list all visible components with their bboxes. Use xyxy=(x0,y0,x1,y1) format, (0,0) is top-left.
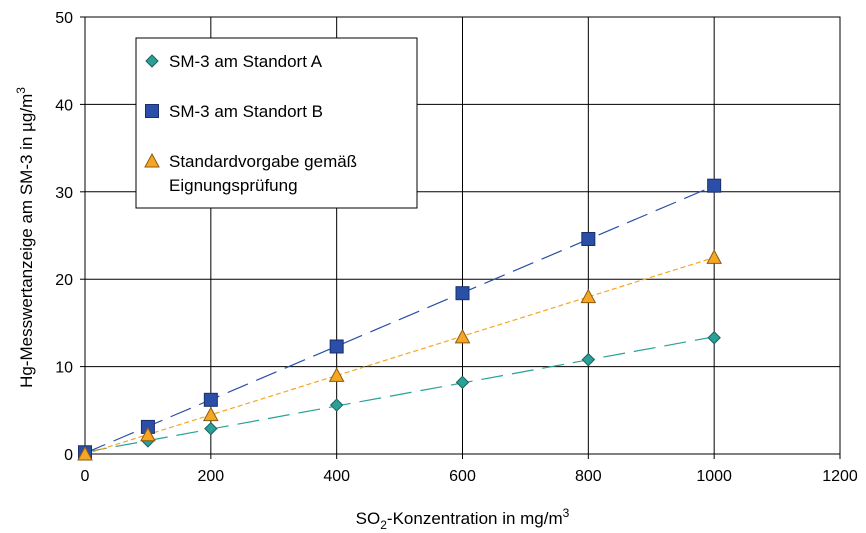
x-axis-title-sup: 3 xyxy=(563,506,570,520)
x-tick-label: 400 xyxy=(323,468,350,485)
legend-marker-1 xyxy=(145,54,159,68)
x-axis-title-main: SO xyxy=(356,509,381,528)
data-point-series-1 xyxy=(204,421,218,436)
legend-label-line: SM-3 am Standort B xyxy=(169,102,323,121)
y-tick-label: 40 xyxy=(55,97,73,114)
x-axis-title-rest: -Konzentration in mg/m xyxy=(387,509,563,528)
y-axis-title-main: Hg-Messwertanzeige am SM-3 in µg/m xyxy=(17,94,36,388)
data-point-series-2 xyxy=(707,178,722,193)
data-point-series-3 xyxy=(454,328,471,344)
x-tick-label: 600 xyxy=(449,468,476,485)
data-point-series-3 xyxy=(328,367,345,382)
y-tick-label: 30 xyxy=(55,185,73,202)
y-tick-label: 20 xyxy=(55,272,73,289)
data-point-series-2 xyxy=(455,286,470,301)
x-axis-title-sub: 2 xyxy=(380,518,387,532)
legend-label-2: SM-3 am Standort B xyxy=(169,102,323,121)
data-point-series-3 xyxy=(580,288,597,304)
legend-label-line: Eignungsprüfung xyxy=(169,176,298,195)
y-tick-label: 10 xyxy=(55,360,73,377)
data-point-series-3 xyxy=(706,249,723,264)
data-point-series-1 xyxy=(581,352,596,367)
legend-box xyxy=(135,37,418,209)
legend-label-3: Standardvorgabe gemäß Eignungsprüfung xyxy=(169,152,357,195)
x-tick-label: 800 xyxy=(575,468,602,485)
trendline-series-2 xyxy=(84,185,715,454)
trendline-series-1 xyxy=(84,336,715,453)
legend-item: SM-3 am Standort B xyxy=(145,102,323,121)
legend-label-line: SM-3 am Standort A xyxy=(169,52,323,71)
y-tick-label: 0 xyxy=(64,447,73,464)
legend: SM-3 am Standort A SM-3 am Standort B Stan… xyxy=(135,37,418,209)
y-tick-label: 50 xyxy=(55,10,73,27)
data-point-series-3 xyxy=(77,445,93,461)
series-lines xyxy=(84,185,715,455)
data-point-series-2 xyxy=(203,392,218,407)
legend-marker-3 xyxy=(144,152,160,168)
y-axis-title-sup: 3 xyxy=(14,87,28,94)
x-tick-label: 0 xyxy=(81,468,90,485)
data-point-series-2 xyxy=(329,339,344,354)
x-axis-title: SO2-Konzentration in mg/m3 xyxy=(356,506,570,532)
legend-marker-2 xyxy=(145,104,159,118)
data-point-series-2 xyxy=(581,231,596,246)
axis-ticks: 0 200 400 600 800 1000 1200 0 10 20 30 40 50 xyxy=(55,10,858,485)
data-point-series-3 xyxy=(202,406,219,422)
data-point-series-1 xyxy=(707,331,721,345)
x-tick-label: 1200 xyxy=(822,468,858,485)
y-axis-title: Hg-Messwertanzeige am SM-3 in µg/m3 xyxy=(14,87,36,388)
legend-item: SM-3 am Standort A xyxy=(145,52,323,71)
data-point-series-1 xyxy=(455,375,470,390)
legend-item: Standardvorgabe gemäß Eignungsprüfung xyxy=(144,152,357,195)
trendline-series-3 xyxy=(84,256,715,455)
data-point-series-1 xyxy=(329,398,344,412)
series-markers xyxy=(77,178,723,461)
x-tick-label: 200 xyxy=(197,468,224,485)
x-tick-label: 1000 xyxy=(696,468,732,485)
legend-label-line: Standardvorgabe gemäß xyxy=(169,152,357,171)
data-point-series-3 xyxy=(140,426,156,442)
legend-label-1: SM-3 am Standort A xyxy=(169,52,323,71)
